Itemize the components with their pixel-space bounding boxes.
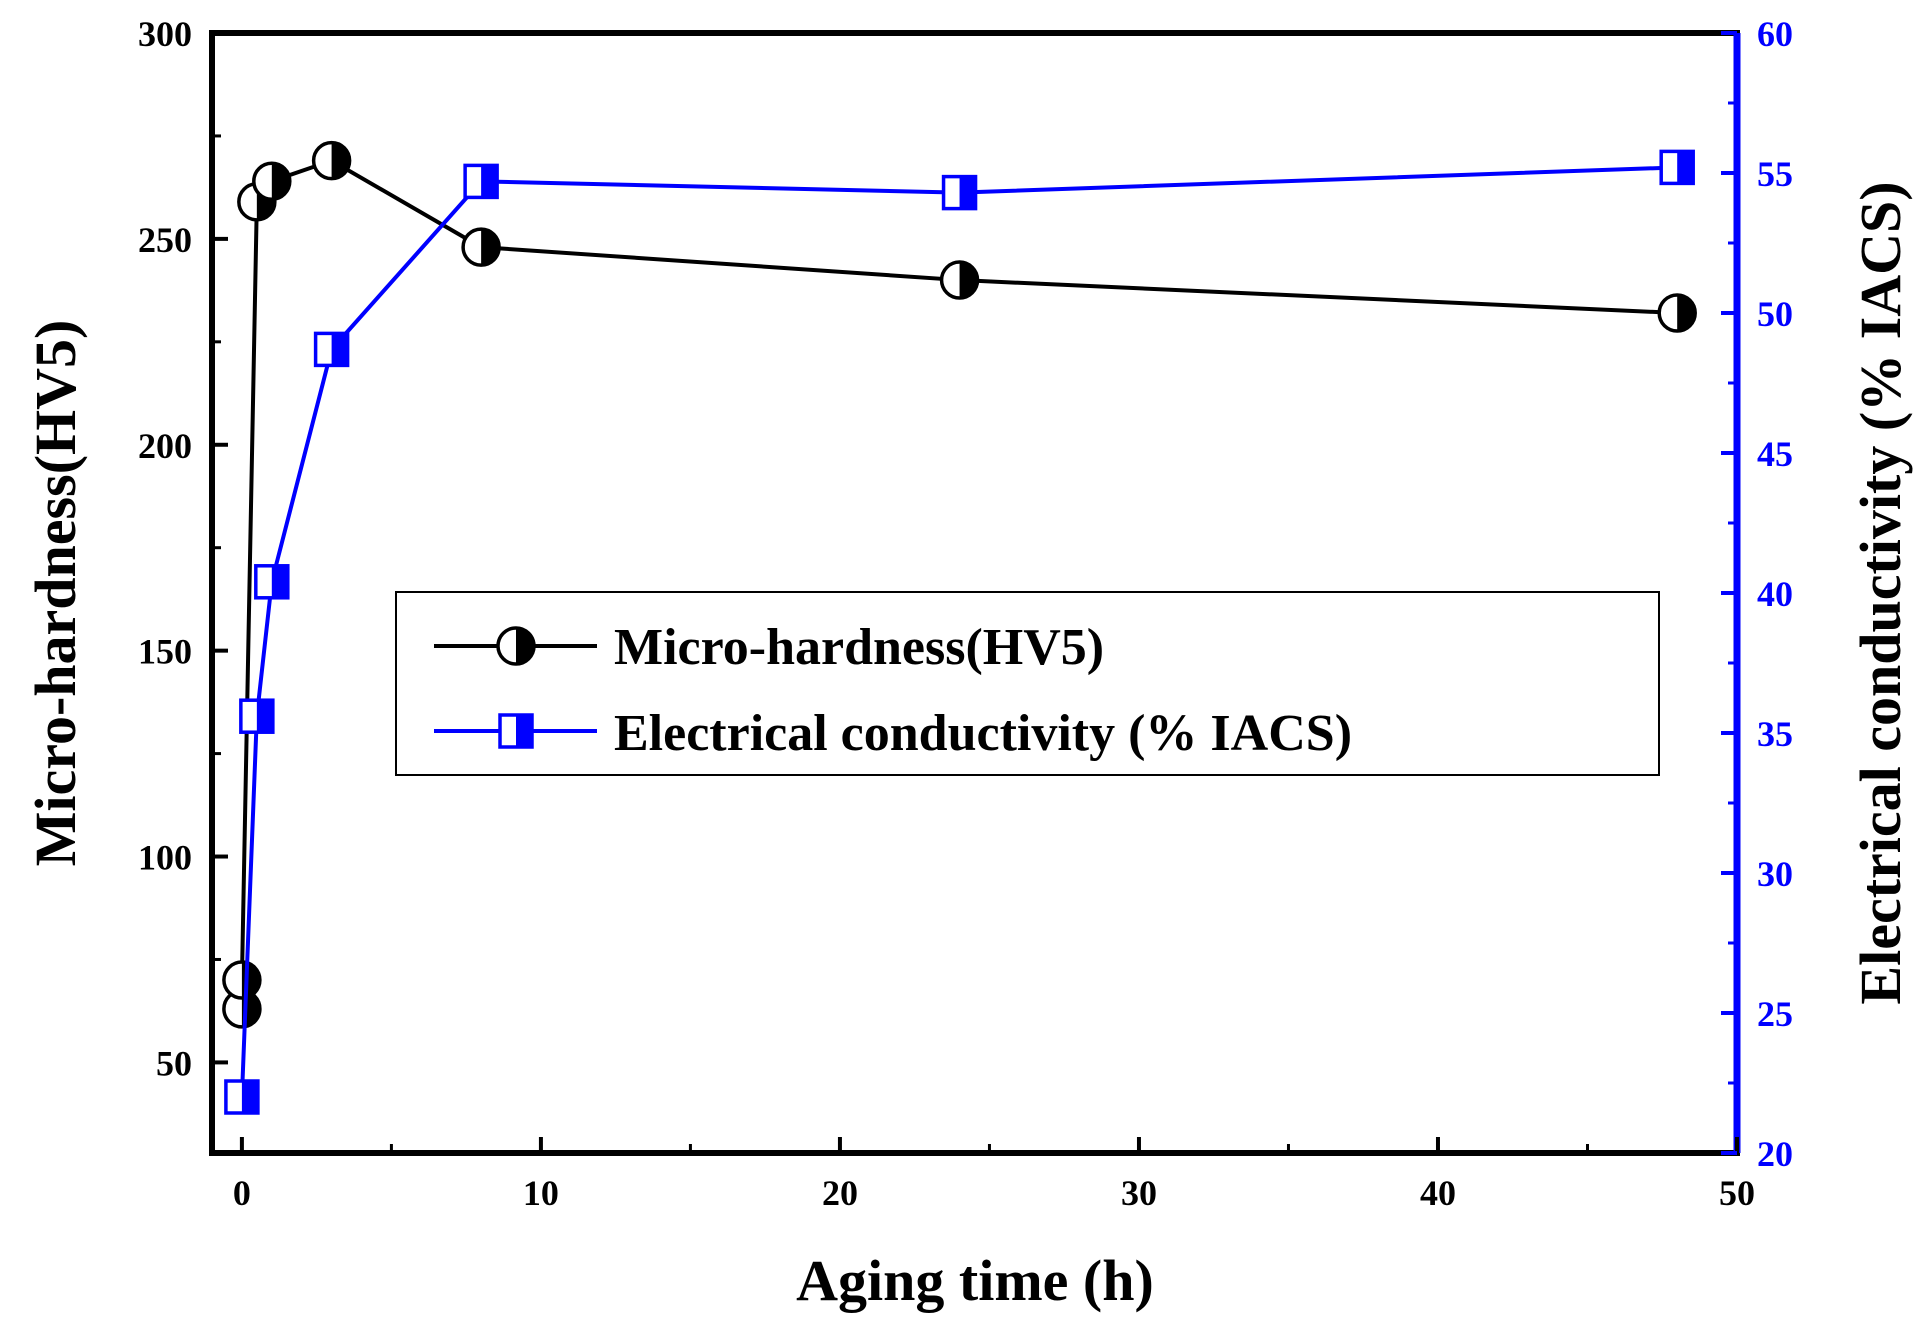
y2-tick-label-25: 25	[1757, 994, 1793, 1034]
series-1-point-6	[1659, 149, 1695, 186]
y2-tick-label-35: 35	[1757, 714, 1793, 754]
y-tick-label-300: 300	[138, 14, 192, 54]
y2-tick-label-40: 40	[1757, 574, 1793, 614]
x-tick-label-20: 20	[822, 1173, 858, 1213]
series-1-point-0	[224, 1079, 260, 1115]
y2-axis-title: Electrical conductivity (% IACS)	[1848, 181, 1913, 1004]
series-0-point-1	[222, 960, 262, 1000]
series-line-0	[239, 158, 1678, 1009]
y-tick-label-50: 50	[156, 1043, 192, 1083]
series-0-point-6	[939, 260, 980, 300]
y-tick-label-150: 150	[138, 632, 192, 672]
legend-marker-hardness	[496, 626, 536, 666]
x-axis-title: Aging time (h)	[796, 1248, 1154, 1313]
series-0-point-4	[311, 140, 352, 181]
series-1-point-4	[463, 163, 499, 200]
series-0-point-5	[461, 227, 501, 267]
y-axis-title: Micro-hardness(HV5)	[23, 320, 88, 867]
y2-tick-label-60: 60	[1757, 14, 1793, 54]
y2-tick-label-20: 20	[1757, 1134, 1793, 1174]
y2-tick-label-50: 50	[1757, 294, 1793, 334]
y-tick-label-100: 100	[138, 838, 192, 878]
x-tick-label-40: 40	[1420, 1173, 1456, 1213]
y-tick-label-250: 250	[138, 220, 192, 260]
series-0-point-3	[252, 161, 292, 201]
series-0-point-7	[1657, 293, 1697, 333]
series-1-point-3	[313, 331, 350, 368]
x-tick-label-0: 0	[233, 1173, 251, 1213]
x-tick-label-10: 10	[523, 1173, 559, 1213]
y2-tick-label-30: 30	[1757, 854, 1793, 894]
x-tick-label-30: 30	[1121, 1173, 1157, 1213]
legend-label-conductivity: Electrical conductivity (% IACS)	[614, 705, 1352, 762]
series-1-point-2	[254, 564, 290, 600]
series-1-point-1	[239, 698, 275, 734]
legend-box	[395, 591, 1660, 776]
legend-label-hardness: Micro-hardness(HV5)	[614, 619, 1104, 676]
y2-tick-label-55: 55	[1757, 154, 1793, 194]
legend-marker-conductivity	[498, 713, 534, 749]
series-1-point-5	[941, 174, 978, 211]
y2-tick-label-45: 45	[1757, 434, 1793, 474]
y-tick-label-200: 200	[138, 426, 192, 466]
legend: Micro-hardness(HV5) Electrical conductiv…	[395, 591, 1660, 776]
x-tick-label-50: 50	[1719, 1173, 1755, 1213]
